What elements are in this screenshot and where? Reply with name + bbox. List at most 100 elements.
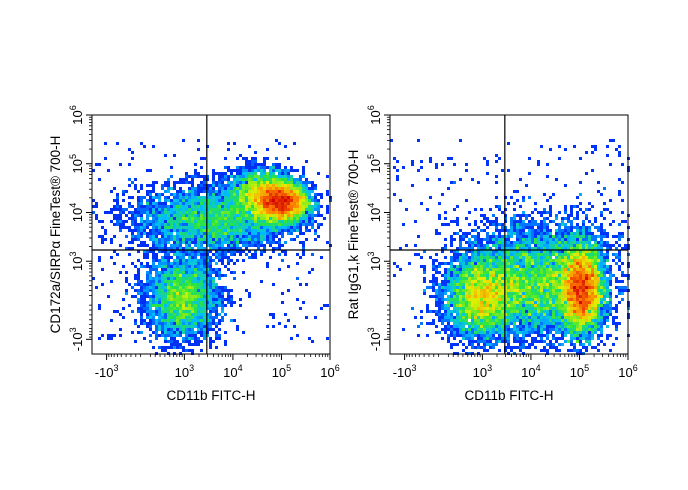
event-bin — [438, 283, 441, 286]
event-bin — [456, 256, 459, 259]
event-bin — [284, 187, 287, 190]
event-bin — [191, 286, 194, 289]
event-bin — [465, 271, 468, 274]
event-bin — [188, 331, 191, 334]
event-bin — [576, 316, 579, 319]
event-bin — [486, 274, 489, 277]
event-bin — [438, 295, 441, 298]
event-bin — [221, 217, 224, 220]
event-bin — [251, 220, 254, 223]
event-bin — [591, 274, 594, 277]
event-bin — [323, 217, 326, 220]
event-bin — [594, 298, 597, 301]
event-bin — [146, 265, 149, 268]
event-bin — [507, 238, 510, 241]
event-bin — [507, 235, 510, 238]
event-bin — [230, 208, 233, 211]
event-bin — [498, 316, 501, 319]
event-bin — [450, 328, 453, 331]
event-bin — [284, 208, 287, 211]
event-bin — [546, 274, 549, 277]
event-bin — [471, 316, 474, 319]
event-bin — [411, 307, 414, 310]
event-bin — [504, 289, 507, 292]
event-bin — [612, 253, 615, 256]
event-bin — [537, 244, 540, 247]
event-bin — [167, 340, 170, 343]
event-bin — [272, 241, 275, 244]
event-bin — [182, 262, 185, 265]
event-bin — [579, 280, 582, 283]
event-bin — [176, 244, 179, 247]
event-bin — [480, 274, 483, 277]
event-bin — [215, 274, 218, 277]
event-bin — [543, 289, 546, 292]
event-bin — [233, 220, 236, 223]
event-bin — [200, 301, 203, 304]
event-bin — [188, 175, 191, 178]
event-bin — [564, 298, 567, 301]
event-bin — [498, 304, 501, 307]
event-bin — [248, 208, 251, 211]
event-bin — [170, 286, 173, 289]
event-bin — [480, 298, 483, 301]
event-bin — [209, 286, 212, 289]
event-bin — [441, 283, 444, 286]
event-bin — [483, 322, 486, 325]
event-bin — [251, 169, 254, 172]
event-bin — [579, 307, 582, 310]
event-bin — [251, 241, 254, 244]
event-bin — [531, 226, 534, 229]
event-bin — [579, 298, 582, 301]
event-bin — [441, 304, 444, 307]
event-bin — [597, 292, 600, 295]
event-bin — [245, 187, 248, 190]
event-bin — [474, 220, 477, 223]
event-bin — [522, 292, 525, 295]
event-bin — [504, 304, 507, 307]
event-bin — [191, 235, 194, 238]
event-bin — [546, 223, 549, 226]
event-bin — [218, 319, 221, 322]
event-bin — [119, 208, 122, 211]
event-bin — [272, 169, 275, 172]
event-bin — [579, 304, 582, 307]
event-bin — [546, 247, 549, 250]
event-bin — [188, 247, 191, 250]
event-bin — [281, 259, 284, 262]
event-bin — [471, 298, 474, 301]
event-bin — [188, 271, 191, 274]
event-bin — [486, 163, 489, 166]
event-bin — [396, 160, 399, 163]
event-bin — [606, 259, 609, 262]
event-bin — [456, 331, 459, 334]
event-bin — [450, 262, 453, 265]
event-bin — [305, 160, 308, 163]
event-bin — [531, 223, 534, 226]
event-bin — [462, 274, 465, 277]
event-bin — [492, 244, 495, 247]
event-bin — [173, 286, 176, 289]
event-bin — [618, 235, 621, 238]
event-bin — [221, 223, 224, 226]
event-bin — [510, 241, 513, 244]
event-bin — [191, 202, 194, 205]
event-bin — [302, 169, 305, 172]
event-bin — [540, 145, 543, 148]
event-bin — [564, 283, 567, 286]
event-bin — [513, 268, 516, 271]
event-bin — [432, 289, 435, 292]
event-bin — [104, 238, 107, 241]
event-bin — [525, 307, 528, 310]
event-bin — [591, 310, 594, 313]
event-bin — [588, 328, 591, 331]
event-bin — [474, 241, 477, 244]
event-bin — [128, 226, 131, 229]
event-bin — [221, 289, 224, 292]
event-bin — [254, 175, 257, 178]
event-bin — [200, 238, 203, 241]
event-bin — [567, 247, 570, 250]
event-bin — [561, 295, 564, 298]
event-bin — [561, 325, 564, 328]
event-bin — [320, 256, 323, 259]
